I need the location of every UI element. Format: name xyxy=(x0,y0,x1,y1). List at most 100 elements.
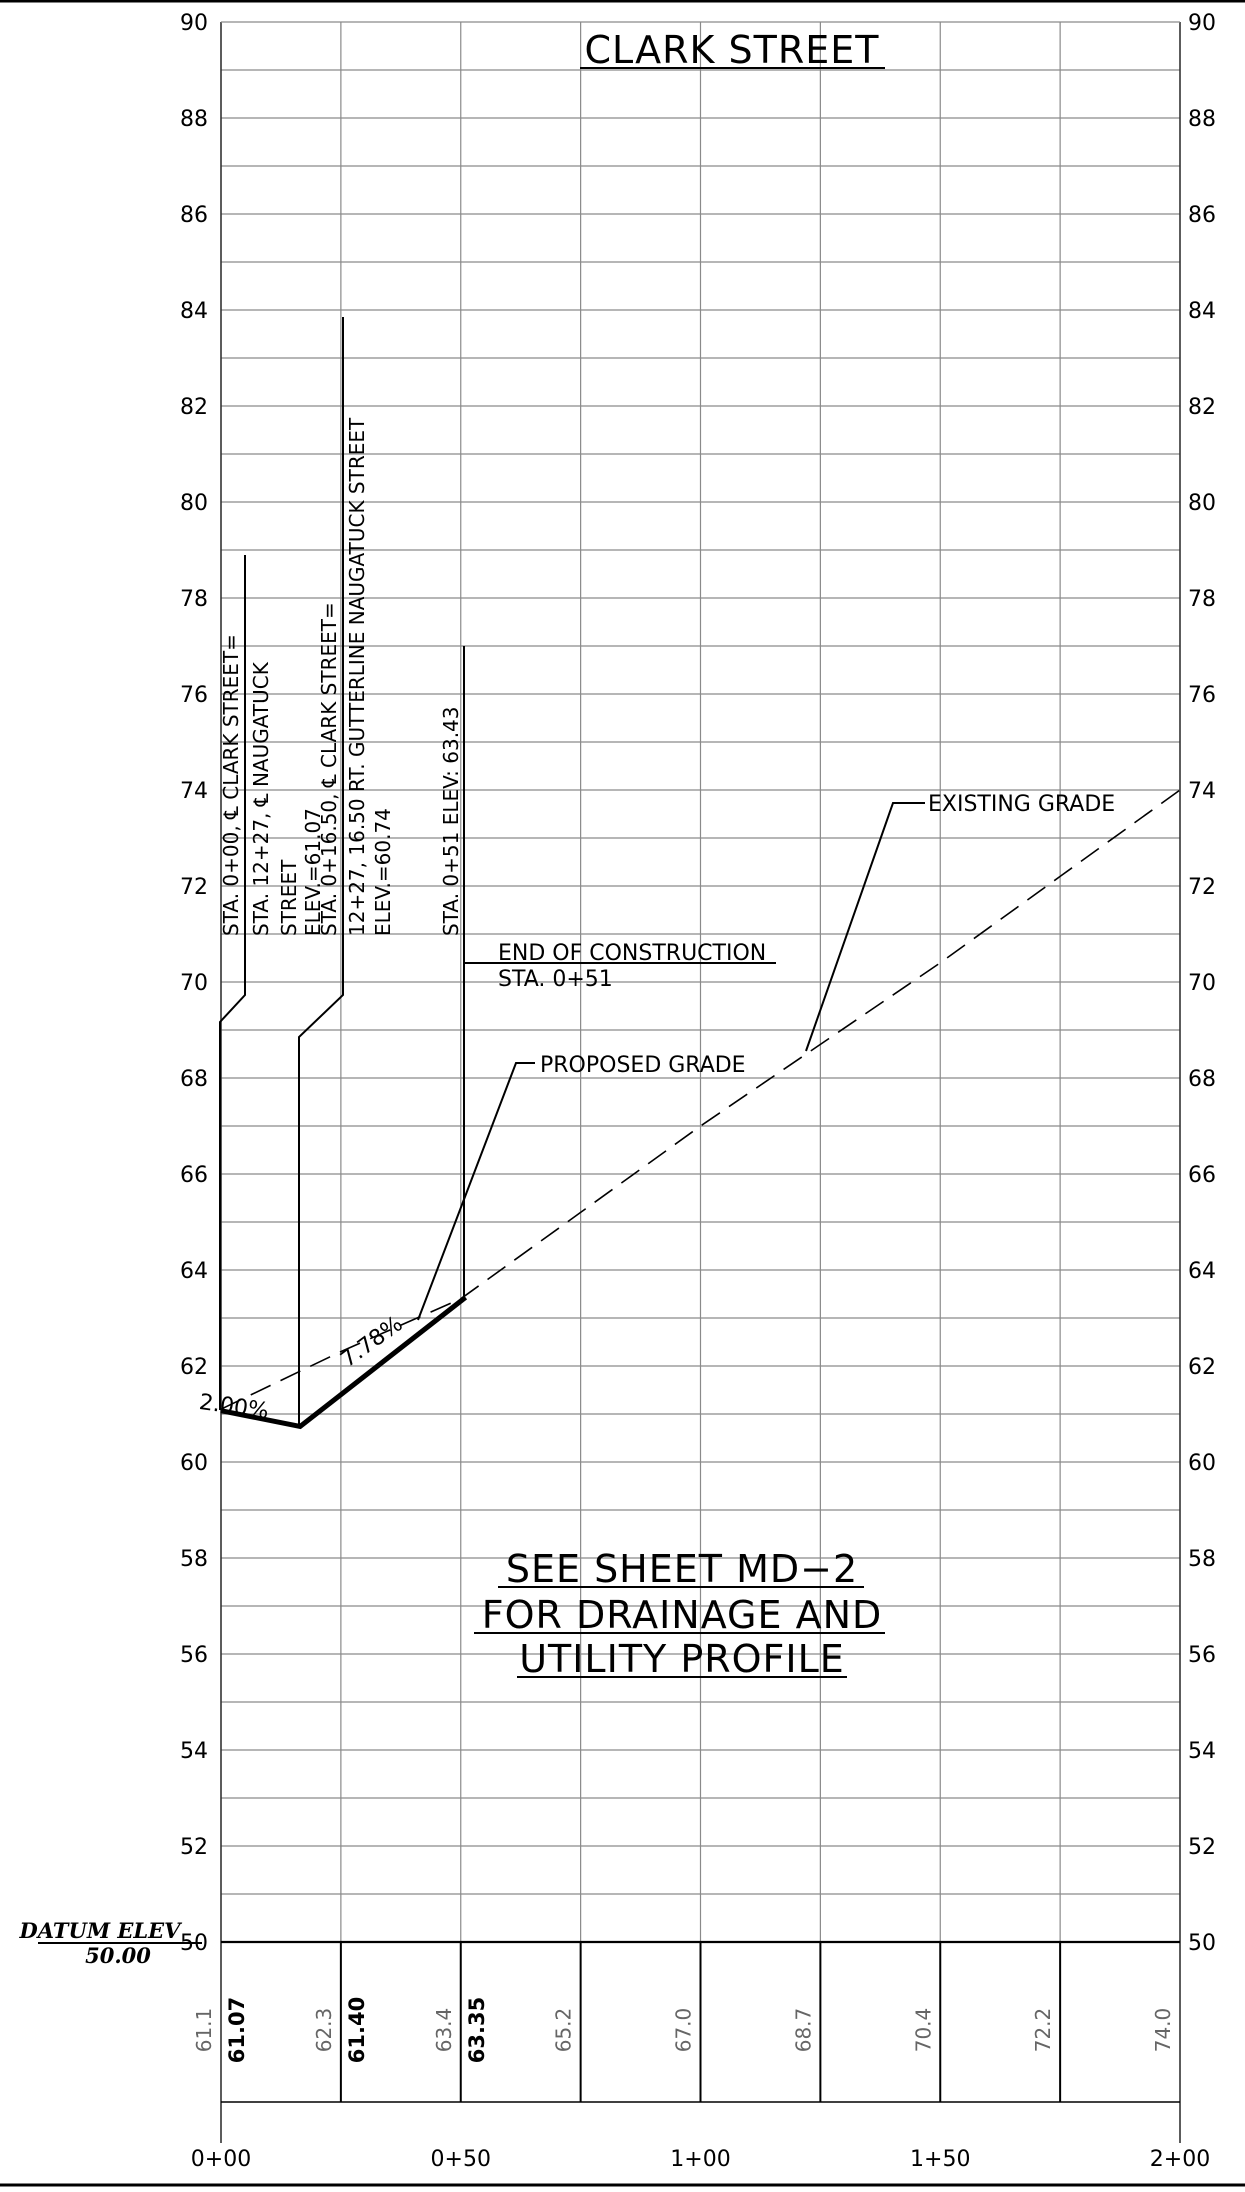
existing-elevation-group: 72.2 xyxy=(1031,2008,1055,2053)
station-1-leader xyxy=(219,555,246,1410)
y-tick-label: 54 xyxy=(180,1739,208,1764)
station-2-note-line-2: 12+27, 16.50 RT. GUTTERLINE NAUGATUCK ST… xyxy=(345,417,369,936)
y-tick-label: 64 xyxy=(180,1259,208,1284)
y-tick-label: 88 xyxy=(180,107,208,132)
existing-elevation-group: 63.4 xyxy=(432,2008,456,2053)
y-tick-label: 70 xyxy=(1188,971,1216,996)
y-tick-label: 80 xyxy=(1188,491,1216,516)
y-tick-label: 74 xyxy=(1188,779,1216,804)
existing-elevation-value: 61.1 xyxy=(192,2008,216,2053)
proposed-grade-line xyxy=(220,1295,468,1430)
y-tick-label: 62 xyxy=(180,1355,208,1380)
y-tick-label: 66 xyxy=(1188,1163,1216,1188)
y-tick-label: 62 xyxy=(1188,1355,1216,1380)
y-tick-label: 72 xyxy=(180,875,208,900)
existing-elevation-group: 70.4 xyxy=(911,2008,935,2053)
y-tick-label: 78 xyxy=(1188,587,1216,612)
existing-elevation-group: 61.1 xyxy=(192,2008,216,2053)
y-tick-label: 60 xyxy=(180,1451,208,1476)
station-1-note-line-3: STREET xyxy=(277,859,301,936)
datum-label: DATUM ELEV xyxy=(19,1918,184,1943)
y-tick-label: 60 xyxy=(1188,1451,1216,1476)
existing-elevation-group: 65.2 xyxy=(552,2008,576,2053)
y-tick-label: 82 xyxy=(180,395,208,420)
see-sheet-line-3: UTILITY PROFILE xyxy=(519,1637,845,1681)
x-tick-label: 1+50 xyxy=(910,2147,970,2172)
existing-grade-leader xyxy=(805,802,925,1052)
grid-lines xyxy=(221,22,1180,1942)
y-tick-label: 54 xyxy=(1188,1739,1216,1764)
see-sheet-line-1: SEE SHEET MD−2 xyxy=(506,1547,858,1591)
y-tick-label: 76 xyxy=(180,683,208,708)
y-tick-label: 74 xyxy=(180,779,208,804)
proposed-elevation-group: 61.07 xyxy=(225,1997,249,2063)
existing-elevation-value: 68.7 xyxy=(791,2008,815,2053)
y-tick-label: 86 xyxy=(1188,203,1216,228)
x-tick-label: 0+50 xyxy=(431,2147,491,2172)
y-tick-label: 88 xyxy=(1188,107,1216,132)
station-1-note-line-1: STA. 0+00, ℄ CLARK STREET= xyxy=(219,634,243,936)
x-axis-labels: 0+00 0+50 1+00 1+50 2+00 xyxy=(191,2147,1210,2172)
elevation-table: 61.1 62.3 63.4 65.2 67.0 68.7 70.4 72.2 74.0 61.0… xyxy=(192,1940,1180,2103)
end-construction-label: END OF CONSTRUCTION xyxy=(498,941,766,966)
y-tick-label: 90 xyxy=(1188,11,1216,36)
proposed-elevation-value: 61.40 xyxy=(345,1997,369,2063)
y-tick-label: 82 xyxy=(1188,395,1216,420)
see-sheet-line-2: FOR DRAINAGE AND xyxy=(482,1593,883,1637)
y-tick-label: 68 xyxy=(1188,1067,1216,1092)
y-axis-labels-right: 90 88 86 84 82 80 78 76 74 72 70 68 66 64 62 60 58 56 54 52… xyxy=(1188,11,1216,1956)
proposed-elevation-group: 61.40 xyxy=(345,1997,369,2063)
y-tick-label: 76 xyxy=(1188,683,1216,708)
existing-elevation-value: 70.4 xyxy=(911,2008,935,2053)
existing-elevation-value: 63.4 xyxy=(432,2008,456,2053)
y-tick-label: 58 xyxy=(180,1547,208,1572)
x-tick-label: 0+00 xyxy=(191,2147,251,2172)
end-construction-station: STA. 0+51 xyxy=(498,967,613,992)
proposed-elevation-group: 63.35 xyxy=(465,1997,489,2063)
grade-label-7pct: 7.78% xyxy=(336,1312,407,1373)
y-tick-label: 72 xyxy=(1188,875,1216,900)
y-axis-labels-left: 90 88 86 84 82 80 78 76 74 72 70 68 66 64 62 60 58 56 54 52… xyxy=(180,11,208,1956)
proposed-grade-leader xyxy=(417,1062,535,1321)
y-tick-label: 80 xyxy=(180,491,208,516)
x-tick-label: 1+00 xyxy=(670,2147,730,2172)
y-tick-label: 70 xyxy=(180,971,208,996)
y-tick-label: 68 xyxy=(180,1067,208,1092)
datum-value: 50.00 xyxy=(85,1943,151,1968)
y-tick-label: 84 xyxy=(180,299,208,324)
page-title: CLARK STREET xyxy=(585,28,880,72)
existing-grade-line xyxy=(220,789,1181,1410)
y-tick-label: 78 xyxy=(180,587,208,612)
existing-elevation-group: 67.0 xyxy=(672,2008,696,2053)
y-tick-label: 66 xyxy=(180,1163,208,1188)
station-2-note-line-3: ELEV.=60.74 xyxy=(371,808,395,936)
y-tick-label: 84 xyxy=(1188,299,1216,324)
existing-grade-label: EXISTING GRADE xyxy=(928,792,1115,817)
grade-label-2pct: 2.00% xyxy=(198,1390,271,1424)
y-tick-label: 86 xyxy=(180,203,208,228)
station-1-note-line-2: STA. 12+27, ℄ NAUGATUCK xyxy=(249,661,273,936)
existing-elevation-group: 62.3 xyxy=(312,2008,336,2053)
y-tick-label: 56 xyxy=(1188,1643,1216,1668)
y-tick-label: 58 xyxy=(1188,1547,1216,1572)
y-tick-label: 50 xyxy=(1188,1931,1216,1956)
existing-elevation-group: 68.7 xyxy=(791,2008,815,2053)
existing-elevation-value: 67.0 xyxy=(672,2008,696,2053)
y-tick-label: 52 xyxy=(180,1835,208,1860)
existing-elevation-value: 65.2 xyxy=(552,2008,576,2053)
station-3-note: STA. 0+51 ELEV: 63.43 xyxy=(439,706,463,936)
station-2-note-line-1: STA. 0+16.50, ℄ CLARK STREET= xyxy=(317,602,341,936)
y-tick-label: 52 xyxy=(1188,1835,1216,1860)
existing-elevation-value: 72.2 xyxy=(1031,2008,1055,2053)
station-2-leader xyxy=(298,317,344,1425)
existing-elevation-value: 74.0 xyxy=(1151,2008,1175,2053)
x-tick-label: 2+00 xyxy=(1150,2147,1210,2172)
y-tick-label: 64 xyxy=(1188,1259,1216,1284)
y-tick-label: 90 xyxy=(180,11,208,36)
proposed-elevation-value: 61.07 xyxy=(225,1997,249,2063)
station-1-note-line-4: ELEV.=61.07 xyxy=(301,808,325,936)
proposed-elevation-value: 63.35 xyxy=(465,1997,489,2063)
proposed-grade-label: PROPOSED GRADE xyxy=(540,1053,746,1078)
